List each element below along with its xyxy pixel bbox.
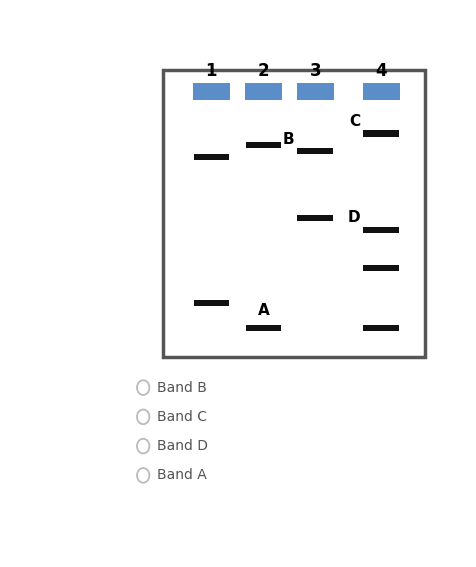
- Text: B: B: [283, 132, 294, 147]
- Bar: [363, 227, 399, 233]
- Text: 1: 1: [206, 62, 217, 81]
- Bar: [363, 265, 399, 272]
- Text: Band A: Band A: [157, 468, 207, 483]
- Text: 4: 4: [375, 62, 387, 81]
- Bar: [163, 70, 425, 357]
- Bar: [363, 325, 399, 331]
- Bar: [297, 83, 334, 100]
- Bar: [245, 83, 282, 100]
- Text: Band B: Band B: [157, 380, 207, 395]
- Bar: [246, 325, 281, 331]
- Text: C: C: [349, 114, 360, 129]
- Bar: [194, 154, 229, 160]
- Circle shape: [137, 468, 149, 483]
- Bar: [194, 300, 229, 306]
- Text: 2: 2: [258, 62, 269, 81]
- Bar: [363, 130, 399, 137]
- Text: A: A: [258, 303, 269, 318]
- Bar: [298, 148, 333, 154]
- Text: Band C: Band C: [157, 410, 207, 424]
- Bar: [193, 83, 230, 100]
- Text: 3: 3: [309, 62, 321, 81]
- Text: D: D: [347, 210, 360, 225]
- Bar: [246, 142, 281, 148]
- Bar: [298, 215, 333, 221]
- Circle shape: [137, 380, 149, 395]
- Circle shape: [137, 409, 149, 424]
- Circle shape: [137, 439, 149, 454]
- Bar: [363, 83, 400, 100]
- Text: Band D: Band D: [157, 439, 208, 453]
